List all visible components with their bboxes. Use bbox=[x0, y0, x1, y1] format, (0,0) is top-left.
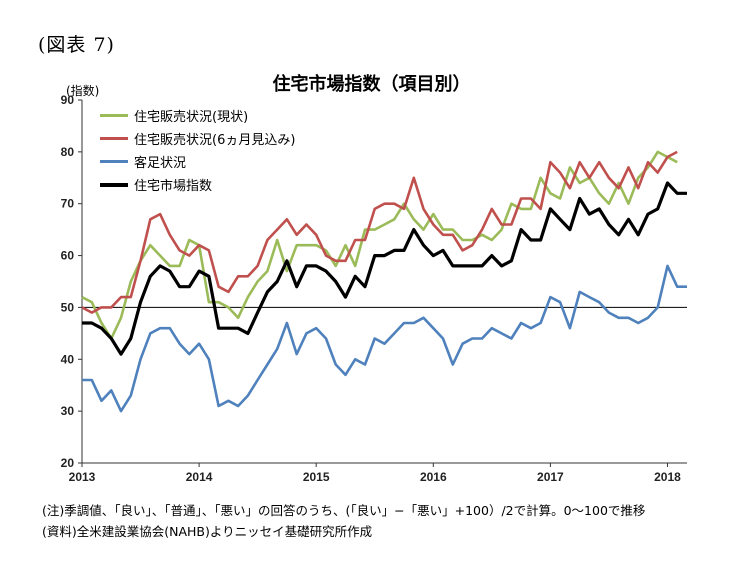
legend-label: 住宅販売状況(現状) bbox=[134, 110, 249, 125]
x-tick-label: 2015 bbox=[303, 470, 330, 484]
legend-item: 住宅市場指数 bbox=[100, 173, 295, 196]
legend-swatch bbox=[100, 114, 128, 117]
figure-label: (図表 7) bbox=[38, 34, 115, 56]
y-tick-label: 90 bbox=[61, 93, 75, 107]
x-tick-label: 2016 bbox=[420, 470, 447, 484]
x-tick-label: 2014 bbox=[186, 470, 213, 484]
chart-axes bbox=[78, 99, 687, 467]
legend-item: 住宅販売状況(現状) bbox=[100, 104, 295, 127]
y-tick-label: 40 bbox=[61, 352, 75, 366]
y-tick-label: 60 bbox=[61, 249, 75, 263]
chart-title: 住宅市場指数（項目別） bbox=[272, 74, 471, 95]
y-tick-label: 80 bbox=[61, 145, 75, 159]
legend-label: 客足状況 bbox=[134, 156, 187, 171]
legend-swatch bbox=[100, 160, 128, 163]
legend-label: 住宅販売状況(6ヵ月見込み) bbox=[134, 133, 296, 148]
y-tick-label: 30 bbox=[61, 404, 75, 418]
source-note: (資料)全米建設業協会(NAHB)よりニッセイ基礎研究所作成 bbox=[42, 524, 373, 539]
legend-swatch bbox=[100, 137, 128, 140]
series-line-2 bbox=[82, 264, 687, 413]
footnote: (注)季調値、「良い」、「普通」、「悪い」の回答のうち、(「良い」−「悪い」+1… bbox=[42, 503, 646, 518]
y-tick-label: 20 bbox=[61, 456, 75, 470]
x-tick-label: 2018 bbox=[654, 470, 681, 484]
chart-series bbox=[81, 150, 687, 413]
chart-legend: 住宅販売状況(現状) 住宅販売状況(6ヵ月見込み) 客足状況住宅市場指数 bbox=[100, 104, 295, 196]
series-line-0 bbox=[81, 150, 678, 340]
y-tick-label: 50 bbox=[61, 300, 75, 314]
y-tick-label: 70 bbox=[61, 197, 75, 211]
legend-item: 客足状況 bbox=[100, 150, 295, 173]
x-tick-label: 2017 bbox=[537, 470, 564, 484]
x-tick-label: 2013 bbox=[69, 470, 96, 484]
chart-tick-labels: 20 30 40 50 60 70 80 90 2013 2014 2015 2016 2017 2018 bbox=[61, 93, 682, 484]
series-line-3 bbox=[82, 181, 687, 356]
legend-swatch bbox=[100, 182, 128, 187]
series-line-1 bbox=[81, 150, 678, 314]
y-axis-unit-label: (指数) bbox=[66, 84, 100, 98]
legend-label: 住宅市場指数 bbox=[134, 179, 213, 194]
legend-item: 住宅販売状況(6ヵ月見込み) bbox=[100, 127, 295, 150]
